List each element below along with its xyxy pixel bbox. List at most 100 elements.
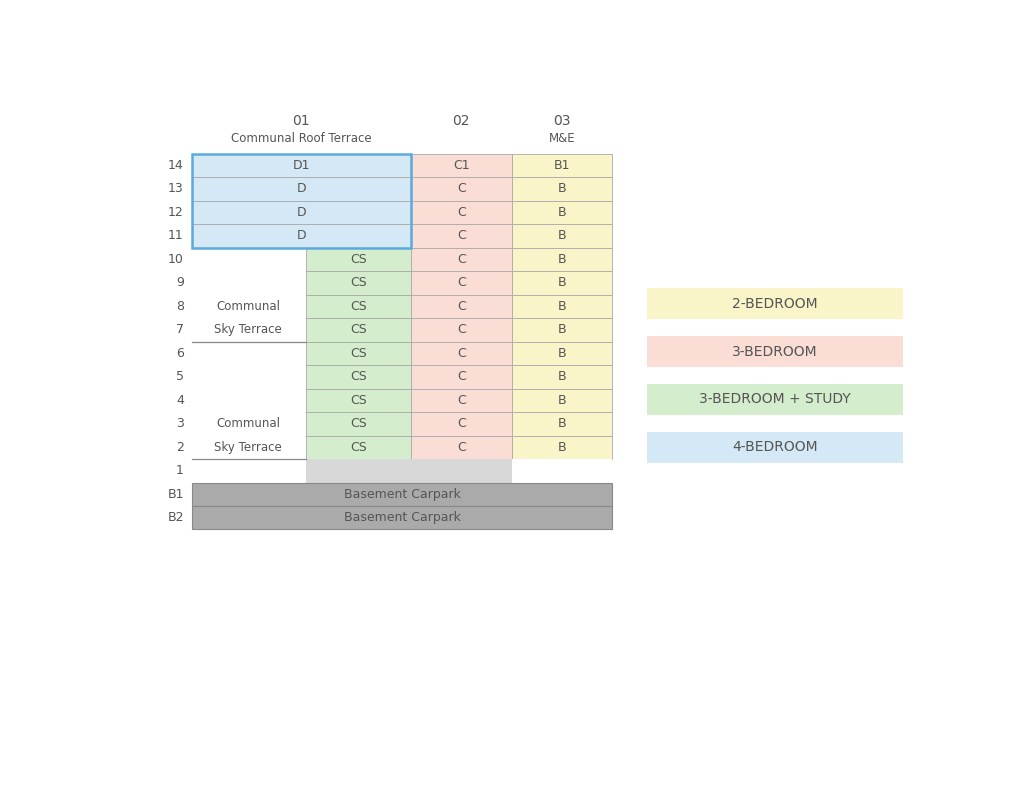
- Bar: [647, 289, 903, 320]
- Bar: [306, 412, 411, 435]
- Text: D1: D1: [293, 159, 310, 172]
- Bar: [512, 201, 612, 224]
- Text: 9: 9: [176, 276, 183, 290]
- Bar: [191, 412, 306, 435]
- Text: B: B: [558, 206, 566, 219]
- Text: 1: 1: [176, 464, 183, 477]
- Text: 01: 01: [293, 114, 310, 128]
- Bar: [512, 459, 612, 482]
- Bar: [191, 482, 612, 506]
- Bar: [306, 389, 411, 412]
- Bar: [411, 365, 512, 389]
- Text: C: C: [457, 206, 466, 219]
- Bar: [512, 248, 612, 272]
- Bar: [411, 389, 512, 412]
- Bar: [512, 153, 612, 177]
- Text: CS: CS: [350, 394, 367, 407]
- Text: B: B: [558, 347, 566, 360]
- Text: Sky Terrace: Sky Terrace: [214, 323, 282, 336]
- Bar: [647, 384, 903, 415]
- Text: 14: 14: [168, 159, 183, 172]
- Text: C: C: [457, 230, 466, 242]
- Bar: [306, 435, 411, 459]
- Text: CS: CS: [350, 276, 367, 290]
- Bar: [306, 318, 411, 342]
- Bar: [191, 272, 306, 294]
- Text: 2-BEDROOM: 2-BEDROOM: [732, 297, 818, 311]
- Bar: [512, 318, 612, 342]
- Bar: [191, 459, 306, 482]
- Bar: [411, 248, 512, 272]
- Bar: [411, 272, 512, 294]
- Bar: [647, 432, 903, 463]
- Text: B1: B1: [554, 159, 570, 172]
- Bar: [191, 389, 306, 412]
- Text: B: B: [558, 300, 566, 313]
- Text: CS: CS: [350, 323, 367, 336]
- Bar: [512, 224, 612, 248]
- Text: 02: 02: [453, 114, 470, 128]
- Text: B: B: [558, 230, 566, 242]
- Bar: [306, 459, 512, 482]
- Bar: [191, 435, 306, 459]
- Text: Communal: Communal: [216, 300, 281, 313]
- Text: Communal Roof Terrace: Communal Roof Terrace: [230, 132, 372, 145]
- Text: 3: 3: [176, 417, 183, 430]
- Bar: [411, 342, 512, 365]
- Text: Basement Carpark: Basement Carpark: [343, 488, 461, 501]
- Text: 6: 6: [176, 347, 183, 360]
- Bar: [411, 201, 512, 224]
- Bar: [306, 342, 411, 365]
- Bar: [512, 294, 612, 318]
- Text: B: B: [558, 253, 566, 266]
- Bar: [411, 153, 512, 177]
- Bar: [306, 294, 411, 318]
- Text: 2: 2: [176, 441, 183, 454]
- Text: C: C: [457, 394, 466, 407]
- Text: 03: 03: [553, 114, 570, 128]
- Text: B: B: [558, 323, 566, 336]
- Text: 11: 11: [168, 230, 183, 242]
- Bar: [411, 177, 512, 201]
- Bar: [512, 342, 612, 365]
- Text: D: D: [296, 230, 306, 242]
- Text: B2: B2: [167, 512, 183, 524]
- Text: B: B: [558, 183, 566, 195]
- Bar: [191, 294, 306, 318]
- Bar: [411, 294, 512, 318]
- Text: D: D: [296, 183, 306, 195]
- Text: C: C: [457, 323, 466, 336]
- Text: 7: 7: [176, 323, 183, 336]
- Text: 13: 13: [168, 183, 183, 195]
- Text: 3-BEDROOM + STUDY: 3-BEDROOM + STUDY: [699, 393, 851, 406]
- Bar: [411, 412, 512, 435]
- Bar: [512, 177, 612, 201]
- Bar: [191, 318, 306, 342]
- Bar: [191, 224, 411, 248]
- Bar: [191, 177, 411, 201]
- Bar: [191, 153, 411, 248]
- Bar: [306, 272, 411, 294]
- Text: C: C: [457, 417, 466, 430]
- Text: C: C: [457, 253, 466, 266]
- Bar: [191, 201, 411, 224]
- Text: D: D: [296, 206, 306, 219]
- Text: C: C: [457, 371, 466, 383]
- Text: B: B: [558, 276, 566, 290]
- Text: CS: CS: [350, 441, 367, 454]
- Text: C1: C1: [453, 159, 470, 172]
- Text: B: B: [558, 441, 566, 454]
- Bar: [191, 153, 411, 177]
- Text: 4-BEDROOM: 4-BEDROOM: [732, 440, 818, 454]
- Text: B: B: [558, 371, 566, 383]
- Text: C: C: [457, 441, 466, 454]
- Text: 12: 12: [168, 206, 183, 219]
- Text: C: C: [457, 300, 466, 313]
- Text: 10: 10: [168, 253, 183, 266]
- Text: B1: B1: [167, 488, 183, 501]
- Bar: [512, 365, 612, 389]
- Text: Basement Carpark: Basement Carpark: [343, 512, 461, 524]
- Text: 8: 8: [176, 300, 183, 313]
- Text: CS: CS: [350, 300, 367, 313]
- Text: 3-BEDROOM: 3-BEDROOM: [732, 345, 818, 359]
